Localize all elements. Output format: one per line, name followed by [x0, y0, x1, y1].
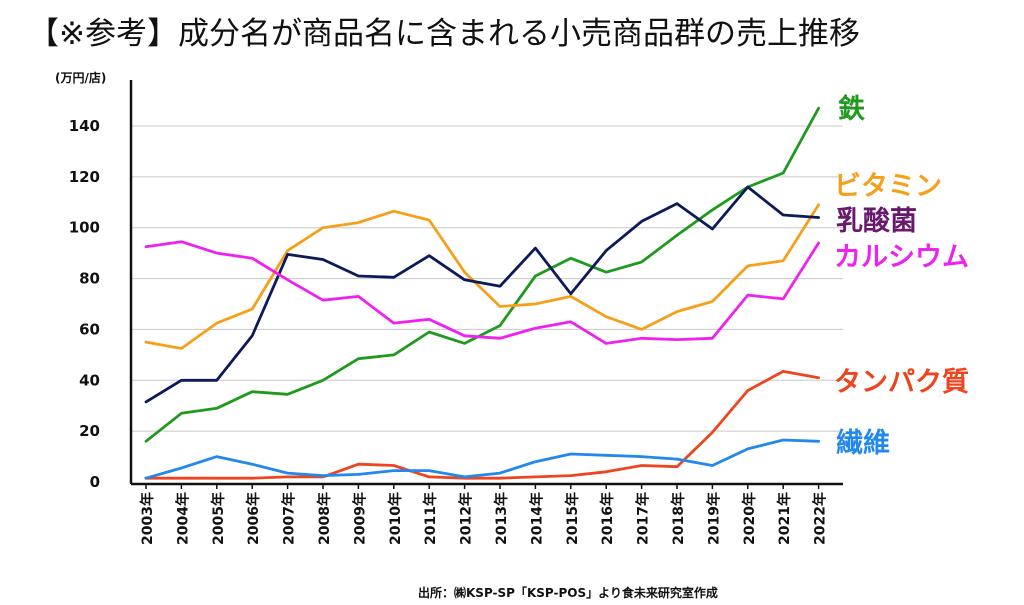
source-note: 出所：㈱KSP-SP「KSP-POS」より食未来研究室作成 — [418, 586, 718, 600]
x-tick-label: 2011年 — [422, 492, 439, 545]
x-tick-label: 2007年 — [281, 492, 298, 545]
series-line — [144, 369, 820, 480]
series-line — [144, 185, 820, 404]
series-lines — [144, 106, 820, 480]
x-tick-label: 2017年 — [635, 492, 652, 545]
x-tick-label: 2015年 — [564, 492, 581, 545]
x-tick-label: 2004年 — [174, 492, 191, 545]
x-tick-label: 2020年 — [741, 492, 758, 545]
x-tick-label: 2009年 — [351, 492, 368, 545]
x-tick-label: 2021年 — [776, 492, 793, 545]
x-tick-label: 2006年 — [245, 492, 262, 545]
series-line — [144, 438, 820, 480]
y-tick-label: 100 — [69, 219, 100, 237]
y-tick-label: 140 — [69, 117, 100, 135]
gridlines — [131, 125, 843, 432]
series-line — [144, 203, 820, 350]
axes: 0 20 40 60 80 100 120 140 (万円/店) 2003年 2004年 2005年 2… — [55, 70, 843, 545]
x-tick-label: 2008年 — [316, 492, 333, 545]
x-tick-label: 2005年 — [210, 492, 227, 545]
series-label: 鉄 — [838, 93, 865, 125]
x-tick-label: 2016年 — [599, 492, 616, 545]
x-tick-label: 2018年 — [670, 492, 687, 545]
x-tick-label: 2019年 — [705, 492, 722, 545]
series-label: 繊維 — [836, 427, 890, 459]
y-tick-label: 0 — [90, 473, 100, 491]
y-tick-label: 40 — [79, 371, 100, 389]
series-line — [144, 240, 820, 345]
y-tick-label: 60 — [79, 320, 100, 338]
y-axis-label: (万円/店) — [55, 70, 106, 85]
y-tick-label: 120 — [69, 168, 100, 186]
x-tick-label: 2014年 — [528, 492, 545, 545]
x-tick-label: 2010年 — [387, 492, 404, 545]
y-tick-label: 80 — [79, 270, 100, 288]
series-label: タンパク質 — [834, 367, 969, 398]
x-tick-label: 2013年 — [493, 492, 510, 545]
chart-title: 【※参考】成分名が商品名に含まれる小売商品群の売上推移 — [28, 16, 860, 52]
series-label: 乳酸菌 — [836, 206, 917, 237]
y-tick-label: 20 — [79, 422, 100, 440]
series-line — [144, 106, 820, 443]
x-tick-label: 2022年 — [812, 492, 829, 545]
series-label: カルシウム — [834, 242, 969, 273]
x-tick-label: 2003年 — [139, 492, 156, 545]
series-label: ビタミン — [834, 171, 942, 202]
x-tick-label: 2012年 — [458, 492, 475, 545]
